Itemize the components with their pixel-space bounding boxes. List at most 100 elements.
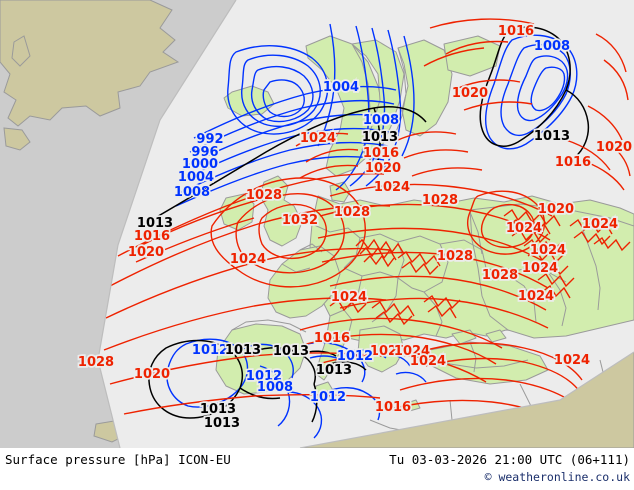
isobar-label-value: 996: [191, 145, 218, 160]
isobar-label-halo: 1013: [204, 416, 240, 431]
isobar-label-halo: 1024: [518, 289, 554, 304]
isobar-label-value: 1028: [437, 249, 473, 264]
isobars-1013: [147, 26, 590, 423]
map-layers: 9929929969961000100010041004100810081013…: [0, 0, 634, 448]
isobar-label-halo: 996: [191, 145, 218, 160]
isobar-label-halo: 1024: [410, 354, 446, 369]
isobar-label-value: 1013: [225, 343, 261, 358]
isobar-label-value: 1020: [596, 140, 632, 155]
isobar-label-halo: 1032: [282, 213, 318, 228]
isobar-label-halo: 1024: [582, 217, 618, 232]
isobar-label-halo: 1020: [370, 344, 406, 359]
isobar-label-value: 1008: [534, 39, 570, 54]
isobar-label-value: 1013: [137, 216, 173, 231]
isobars-high: [103, 18, 631, 431]
isobar-label-value: 1024: [554, 353, 590, 368]
isobar-label-halo: 1028: [334, 205, 370, 220]
map-svg: 9929929969961000100010041004100810081013…: [0, 0, 634, 448]
land-inside-domain: [215, 35, 634, 413]
isobar-label-value: 1020: [370, 344, 406, 359]
isobar-label-halo: 1004: [323, 80, 359, 95]
isobar-labels: 9929929969961000100010041004100810081013…: [76, 22, 634, 433]
isobar-label-halo: 1016: [363, 146, 399, 161]
isobar-label-halo: 1012: [310, 390, 346, 405]
isobar-label-halo: 1013: [200, 402, 236, 417]
isobar-label-value: 1028: [246, 188, 282, 203]
isobar-label-value: 1020: [538, 202, 574, 217]
isobar-label-halo: 1028: [482, 268, 518, 283]
isobar-label-halo: 1020: [596, 140, 632, 155]
isobar-label-halo: 1024: [230, 252, 266, 267]
isobar-label-value: 1012: [310, 390, 346, 405]
isobar-label-value: 1000: [182, 157, 218, 172]
isobar-label-halo: 1024: [394, 344, 430, 359]
isobar-label-halo: 1020: [134, 367, 170, 382]
isobar-label-value: 1004: [178, 170, 214, 185]
isobar-label-halo: 1013: [273, 344, 309, 359]
isobar-label-value: 1016: [555, 155, 591, 170]
isobar-label-halo: 1008: [363, 113, 399, 128]
isobar-label-value: 1024: [522, 261, 558, 276]
isobar-label-halo: 1024: [300, 131, 336, 146]
isobar-label-value: 1028: [334, 205, 370, 220]
isobar-label-value: 1016: [498, 24, 534, 39]
isobar-label-halo: 1000: [182, 157, 218, 172]
footer-title: Surface pressure [hPa] ICON-EU: [5, 452, 231, 467]
isobar-label-value: 1013: [273, 344, 309, 359]
isobar-label-value: 1016: [314, 331, 350, 346]
isobar-label-value: 1024: [582, 217, 618, 232]
isobar-label-halo: 1028: [437, 249, 473, 264]
isobar-label-halo: 1024: [331, 290, 367, 305]
isobar-label-value: 1008: [257, 380, 293, 395]
isobar-label-value: 1028: [422, 193, 458, 208]
isobar-label-value: 1020: [128, 245, 164, 260]
isobar-label-value: 1024: [331, 290, 367, 305]
isobar-label-value: 1024: [300, 131, 336, 146]
isobar-label-halo: 1016: [375, 400, 411, 415]
isobar-label-halo: 1008: [257, 380, 293, 395]
isobar-label-value: 1016: [375, 400, 411, 415]
isobar-label-halo: 1016: [498, 24, 534, 39]
pressure-map-canvas[interactable]: 992 992 996 996 1000 1000 1004 1004 1008 1008 1013…: [0, 0, 634, 448]
isobar-label-value: 1024: [518, 289, 554, 304]
domain-boundary-west: [97, 0, 237, 448]
isobar-label-halo: 1016: [134, 229, 170, 244]
isobar-label-halo: 1020: [365, 161, 401, 176]
isobar-label-value: 1013: [316, 363, 352, 378]
footer-valid-time: Tu 03-03-2026 21:00 UTC (06+111): [389, 452, 630, 467]
isobar-label-value: 1004: [323, 80, 359, 95]
isobar-label-value: 1032: [282, 213, 318, 228]
isobar-label-halo: 1028: [422, 193, 458, 208]
